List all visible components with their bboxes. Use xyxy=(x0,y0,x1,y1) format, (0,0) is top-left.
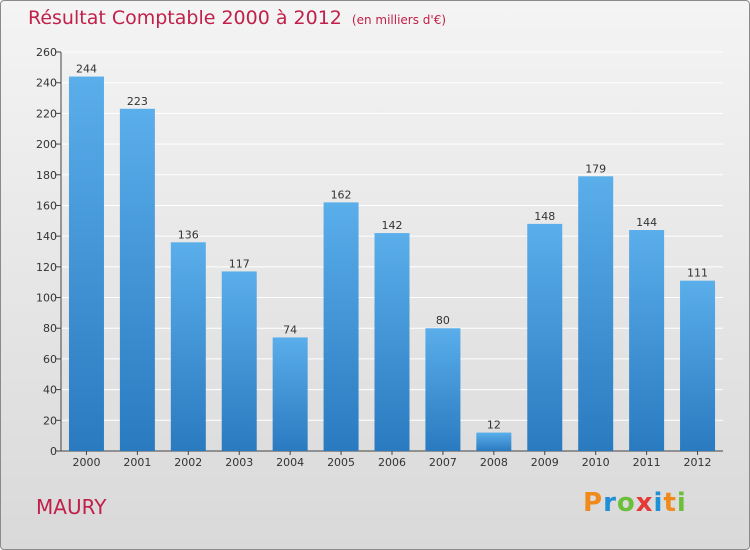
y-tick-label: 60 xyxy=(43,353,57,366)
x-tick-label: 2002 xyxy=(174,456,202,469)
bar xyxy=(68,76,104,452)
y-tick-label: 80 xyxy=(43,322,57,335)
value-label: 117 xyxy=(229,257,250,270)
x-tick-label: 2007 xyxy=(429,456,457,469)
y-tick-label: 100 xyxy=(36,292,57,305)
proxiti-logo: Proxiti xyxy=(583,488,687,518)
bar xyxy=(629,230,665,451)
logo-letter: i xyxy=(653,488,664,518)
x-tick-label: 2000 xyxy=(72,456,100,469)
bar xyxy=(119,108,155,452)
logo-letter: x xyxy=(635,488,654,518)
title-text: Résultat Comptable 2000 à 2012 xyxy=(28,7,342,29)
x-tick-label: 2004 xyxy=(276,456,304,469)
y-tick-label: 120 xyxy=(36,261,57,274)
logo-letter: t xyxy=(663,488,677,518)
value-label: 179 xyxy=(585,162,606,175)
value-label: 111 xyxy=(687,267,708,280)
logo-letter: o xyxy=(616,488,636,518)
y-tick-label: 240 xyxy=(36,77,57,90)
y-tick-label: 200 xyxy=(36,138,57,151)
place-name: MAURY xyxy=(36,495,107,519)
x-tick-label: 2005 xyxy=(327,456,355,469)
value-label: 142 xyxy=(382,219,403,232)
y-tick-label: 260 xyxy=(36,46,57,59)
bars xyxy=(68,76,716,452)
x-tick-label: 2011 xyxy=(633,456,661,469)
y-tick-label: 20 xyxy=(43,414,57,427)
x-tick-label: 2009 xyxy=(531,456,559,469)
value-label: 162 xyxy=(331,188,352,201)
value-label: 144 xyxy=(636,216,657,229)
logo-letter: r xyxy=(603,488,617,518)
chart-subtitle: (en milliers d'€) xyxy=(351,13,447,27)
bar xyxy=(221,271,257,451)
bar xyxy=(170,242,206,451)
y-tick-label: 160 xyxy=(36,199,57,212)
bar xyxy=(680,280,716,451)
x-tick-label: 2012 xyxy=(684,456,712,469)
y-tick-label: 220 xyxy=(36,107,57,120)
value-label: 80 xyxy=(436,314,450,327)
y-tick-label: 40 xyxy=(43,384,57,397)
value-label: 12 xyxy=(487,419,501,432)
value-label: 136 xyxy=(178,228,199,241)
y-tick-label: 140 xyxy=(36,230,57,243)
bar xyxy=(527,223,563,451)
x-tick-label: 2008 xyxy=(480,456,508,469)
bar xyxy=(578,176,614,452)
labels: 244 2000 223 2001 136 2002 117 2003 74 2004 162 200… xyxy=(72,63,711,469)
value-label: 74 xyxy=(283,323,297,336)
x-tick-label: 2006 xyxy=(378,456,406,469)
x-tick-label: 2003 xyxy=(225,456,253,469)
value-label: 148 xyxy=(534,210,555,223)
chart-title: Résultat Comptable 2000 à 2012 (en millie… xyxy=(28,7,446,29)
axes: 0 20 40 60 80 100 120 140 160 180 200 220 240 260 xyxy=(36,46,723,458)
logo-letter: i xyxy=(676,488,687,518)
logo-letter: P xyxy=(583,488,604,518)
value-label: 244 xyxy=(76,63,97,76)
y-tick-label: 180 xyxy=(36,169,57,182)
value-label: 223 xyxy=(127,95,148,108)
bar xyxy=(374,233,410,451)
x-tick-label: 2010 xyxy=(582,456,610,469)
x-tick-label: 2001 xyxy=(123,456,151,469)
y-tick-label: 0 xyxy=(50,445,57,458)
bar xyxy=(323,202,359,451)
bar xyxy=(425,328,461,451)
bar xyxy=(476,432,512,451)
bar xyxy=(272,337,308,451)
